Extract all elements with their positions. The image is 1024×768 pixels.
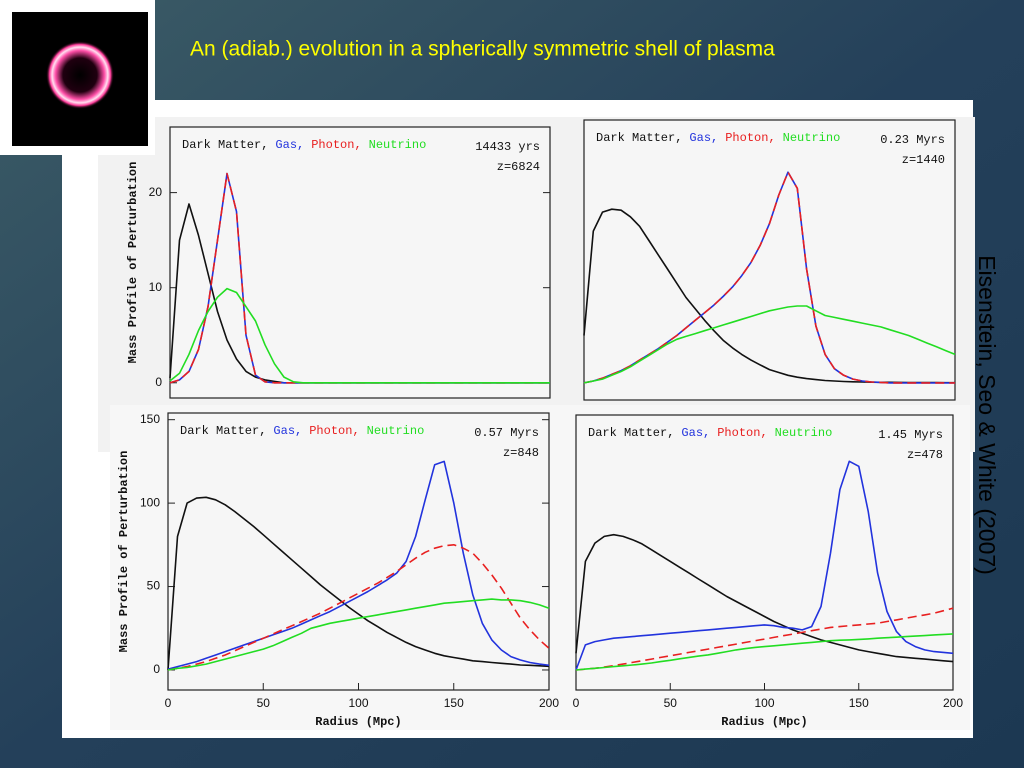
x-tick-label: 0: [573, 696, 580, 710]
legend-entry: Gas,: [681, 426, 710, 440]
annotation: 0.57 Myrs: [474, 426, 539, 440]
x-tick-label: 200: [943, 696, 963, 710]
slide-title: An (adiab.) evolution in a spherically s…: [190, 38, 775, 61]
legend-entry: Neutrino: [367, 424, 425, 438]
legend-entry: Photon,: [309, 424, 359, 438]
annotation: z=1440: [902, 153, 945, 167]
annotation: 14433 yrs: [475, 140, 540, 154]
series-line: [169, 287, 550, 384]
x-axis-label: Radius (Mpc): [315, 715, 401, 729]
x-tick-label: 150: [849, 696, 869, 710]
plasma-shell: [46, 41, 114, 109]
series-line: [583, 171, 955, 384]
x-axis-label: Radius (Mpc): [721, 715, 807, 729]
annotation: z=6824: [497, 160, 540, 174]
y-tick-label: 150: [140, 412, 160, 426]
annotation: z=848: [503, 446, 539, 460]
x-tick-label: 150: [444, 696, 464, 710]
legend-entry: Photon,: [311, 138, 361, 152]
series-line: [167, 598, 550, 671]
legend-entry: Photon,: [717, 426, 767, 440]
legend-entry: Dark Matter,: [182, 138, 268, 152]
plot-frame: [575, 414, 954, 691]
plot-frame: [169, 126, 551, 399]
series-line: [167, 496, 550, 671]
y-tick-label: 100: [140, 495, 160, 509]
series-line: [575, 607, 954, 671]
y-tick-label: 20: [149, 185, 163, 199]
y-axis-label: Mass Profile of Perturbation: [117, 451, 131, 653]
y-tick-label: 50: [147, 579, 161, 593]
x-tick-label: 50: [257, 696, 271, 710]
legend-entry: Dark Matter,: [596, 131, 682, 145]
series-line: [167, 460, 550, 670]
legend-entry: Gas,: [275, 138, 304, 152]
series-line: [583, 305, 956, 384]
legend-entry: Gas,: [689, 131, 718, 145]
series-line: [575, 533, 954, 663]
y-tick-label: 0: [153, 662, 160, 676]
x-tick-label: 0: [165, 696, 172, 710]
series-line: [575, 460, 954, 671]
annotation: 0.23 Myrs: [880, 133, 945, 147]
legend-entry: Neutrino: [775, 426, 833, 440]
legend-entry: Dark Matter,: [588, 426, 674, 440]
legend-entry: Dark Matter,: [180, 424, 266, 438]
x-tick-label: 100: [348, 696, 368, 710]
y-tick-label: 10: [149, 280, 163, 294]
legend-entry: Gas,: [273, 424, 302, 438]
x-tick-label: 200: [539, 696, 559, 710]
annotation: z=478: [907, 448, 943, 462]
y-tick-label: 0: [155, 375, 162, 389]
plot-frame: [167, 412, 550, 691]
legend-entry: Neutrino: [369, 138, 427, 152]
series-line: [575, 633, 954, 671]
citation: Eisenstein, Seo & White (2007): [974, 255, 1000, 575]
plot-frame: [583, 119, 956, 401]
legend-entry: Photon,: [725, 131, 775, 145]
y-axis-label: Mass Profile of Perturbation: [126, 162, 140, 364]
x-tick-label: 100: [754, 696, 774, 710]
legend-entry: Neutrino: [783, 131, 841, 145]
x-tick-label: 50: [664, 696, 678, 710]
annotation: 1.45 Myrs: [878, 428, 943, 442]
series-line: [167, 544, 550, 671]
